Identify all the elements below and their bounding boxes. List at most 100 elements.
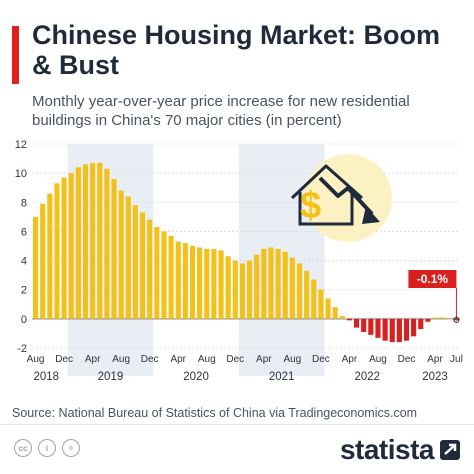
bar: [32, 216, 39, 319]
annotation-marker: [453, 316, 460, 323]
x-tick-label: Aug: [112, 354, 130, 365]
bar: [368, 318, 374, 335]
bar: [318, 289, 324, 319]
y-tick-label: 12: [15, 139, 27, 151]
brand-name: statista: [339, 434, 435, 465]
bar: [339, 315, 345, 319]
y-tick-label: 10: [15, 168, 27, 180]
bar: [332, 307, 338, 319]
annotation-box: [408, 270, 457, 288]
x-tick-labels: Aug Dec Apr Aug Dec Apr Aug Dec Apr Aug Dec Apr Aug D…: [27, 354, 463, 365]
bar: [403, 318, 410, 341]
x-tick-label: Apr: [342, 354, 358, 365]
year-label: 2020: [183, 371, 209, 383]
bar: [268, 247, 274, 319]
bar: [289, 257, 295, 319]
bar: [40, 203, 46, 319]
y-tick-label: 6: [21, 226, 27, 238]
license-icons: cc i =: [14, 439, 80, 457]
cc-icon[interactable]: cc: [14, 439, 32, 457]
annotation-label: -0.1%: [417, 272, 449, 286]
bar: [396, 318, 402, 343]
bar: [418, 318, 424, 330]
bar: [189, 246, 196, 319]
x-tick-label: Aug: [27, 354, 45, 365]
y-tick-label: 8: [21, 197, 27, 209]
bar: [411, 318, 417, 337]
bar: [182, 243, 188, 319]
brand-logo[interactable]: statista: [340, 434, 460, 466]
bar: [432, 317, 438, 319]
chart-title: Chinese Housing Market: Boom & Bust: [32, 20, 441, 80]
x-tick-label: Dec: [141, 354, 159, 365]
bar: [261, 248, 267, 319]
bar: [218, 250, 224, 319]
svg-text:$: $: [300, 185, 321, 227]
bar: [325, 298, 331, 319]
bar: [282, 251, 288, 319]
bar: [211, 248, 217, 319]
chart-subtitle: Monthly year-over-year price increase fo…: [32, 93, 410, 129]
bar: [75, 167, 81, 319]
x-tick-label: Dec: [398, 354, 416, 365]
bar: [232, 260, 238, 319]
bar: [154, 227, 160, 319]
x-tick-label: Apr: [427, 354, 443, 365]
bar: [296, 263, 303, 319]
bar: [147, 219, 153, 319]
y-tick-label: 4: [21, 256, 27, 268]
bar: [68, 173, 74, 319]
bar: [254, 254, 260, 319]
equal-icon[interactable]: =: [62, 439, 80, 457]
year-label: 2018: [33, 371, 59, 383]
year-labels: 2018 2019 2020 2021 2022 2023: [33, 371, 447, 383]
bar: [125, 196, 131, 319]
house-dollar-icon: $: [290, 154, 392, 242]
bar: [118, 190, 124, 319]
bar: [425, 318, 431, 322]
bar: [47, 193, 53, 319]
x-tick-label: Dec: [226, 354, 244, 365]
bar: [168, 235, 174, 319]
annotation: -0.1%: [408, 270, 460, 323]
y-tick-label: 2: [21, 285, 27, 297]
x-tick-label: Apr: [256, 354, 272, 365]
x-tick-label: Apr: [85, 354, 101, 365]
bar: [439, 317, 445, 319]
x-tick-label: Aug: [369, 354, 387, 365]
bar: [132, 205, 139, 319]
year-label: 2023: [422, 371, 448, 383]
bar: [82, 164, 89, 319]
bar: [275, 248, 281, 319]
bar: [382, 318, 388, 341]
year-band-1: [67, 144, 154, 376]
bar: [197, 247, 203, 319]
bar: [61, 177, 67, 319]
brand-mark-icon: [440, 440, 460, 460]
x-tick-label: Aug: [283, 354, 301, 365]
bar: [346, 318, 353, 321]
x-tick-label: Apr: [170, 354, 186, 365]
bar: [175, 241, 181, 319]
bar: [139, 212, 146, 319]
bars: [32, 162, 460, 343]
info-icon[interactable]: i: [38, 439, 56, 457]
bar: [304, 270, 310, 319]
bar: [361, 318, 367, 332]
y-tick-label: -2: [17, 343, 27, 355]
y-tick-label: 0: [21, 314, 27, 326]
bar: [225, 256, 231, 319]
bar: [111, 178, 117, 319]
y-tick-labels: -2 0 2 4 6 8 10 12: [15, 139, 27, 355]
bar: [375, 318, 381, 338]
bar: [246, 260, 253, 319]
source-note: Source: National Bureau of Statistics of…: [12, 406, 418, 420]
footer: cc i = statista: [0, 424, 474, 474]
x-tick-label: Dec: [55, 354, 73, 365]
bar: [161, 231, 167, 319]
x-tick-label: Jul: [450, 354, 463, 365]
bar: [204, 248, 210, 319]
bar: [104, 168, 110, 319]
bar: [97, 162, 103, 319]
year-label: 2022: [354, 371, 380, 383]
